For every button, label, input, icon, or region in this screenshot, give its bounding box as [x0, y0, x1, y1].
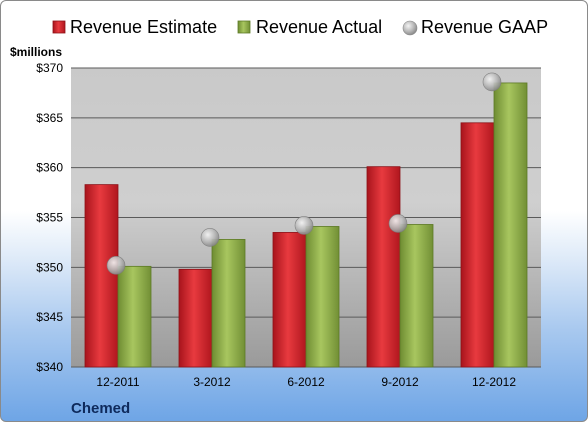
bar-revenue-estimate: [178, 268, 213, 368]
y-axis-unit-label: $millions: [10, 45, 62, 59]
legend-swatch-revenue-actual: [237, 20, 251, 34]
bar-revenue-actual: [211, 239, 246, 368]
y-tick-label: $345: [36, 310, 63, 324]
y-tick-label: $360: [36, 161, 63, 175]
legend-label-revenue-gaap: Revenue GAAP: [421, 17, 548, 37]
marker-revenue-gaap: [294, 216, 314, 235]
legend: Revenue Estimate Revenue Actual Revenue …: [52, 17, 548, 37]
x-tick-label: 12-2012: [472, 375, 516, 389]
legend-label-revenue-estimate: Revenue Estimate: [70, 17, 217, 37]
legend-swatch-revenue-estimate: [52, 20, 66, 34]
marker-revenue-gaap: [200, 228, 220, 247]
bar-revenue-estimate: [272, 232, 307, 368]
marker-revenue-gaap: [482, 72, 502, 92]
bars: [84, 82, 528, 368]
x-tick-label: 9-2012: [381, 375, 419, 389]
legend-label-revenue-actual: Revenue Actual: [256, 17, 382, 37]
y-tick-label: $340: [36, 360, 63, 374]
x-tick-label: 3-2012: [193, 375, 231, 389]
x-tick-label: 6-2012: [287, 375, 325, 389]
bar-revenue-actual: [305, 226, 340, 368]
bar-revenue-estimate: [84, 184, 119, 368]
legend-marker-revenue-gaap: [402, 20, 418, 36]
y-tick-label: $370: [36, 61, 63, 75]
bar-revenue-actual: [117, 265, 152, 368]
bar-revenue-estimate: [460, 122, 495, 368]
y-tick-label: $350: [36, 260, 63, 274]
bar-revenue-actual: [399, 224, 434, 368]
bar-revenue-actual: [493, 82, 528, 368]
marker-revenue-gaap: [106, 256, 126, 275]
y-tick-label: $355: [36, 211, 63, 225]
x-axis-ticks: 12-2011 3-2012 6-2012 9-2012 12-2012: [96, 375, 516, 389]
x-tick-label: 12-2011: [96, 375, 139, 389]
y-axis-ticks: $340 $345 $350 $355 $360 $365 $370: [36, 61, 63, 374]
marker-revenue-gaap: [388, 214, 408, 233]
gaap-markers: [106, 72, 502, 275]
company-name: Chemed: [71, 400, 130, 417]
y-tick-label: $365: [36, 111, 63, 125]
bar-revenue-estimate: [366, 166, 401, 368]
